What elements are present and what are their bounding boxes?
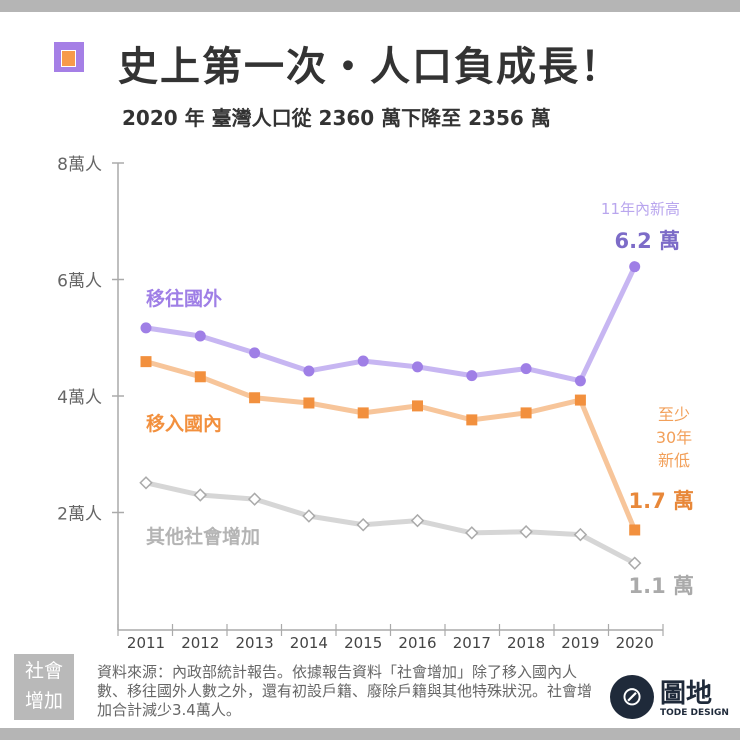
data-point: [573, 527, 588, 542]
page-title: 史上第一次・人口負成長！: [118, 44, 622, 90]
data-point: [574, 394, 586, 406]
footer-label-line: 社會: [24, 660, 63, 682]
data-point: [194, 330, 206, 342]
data-point: [520, 407, 532, 419]
source-note: 資料來源：內政部統計報告。依據報告資料「社會增加」除了移入國內人數、移往國外人數…: [97, 663, 593, 719]
series-line: [145, 359, 638, 531]
top-bar: [0, 0, 740, 12]
annotation-value: 6.2 萬: [614, 229, 680, 253]
data-point: [629, 261, 641, 273]
data-point: [466, 370, 478, 382]
logo-text: 圖地: [660, 679, 713, 709]
annotation: 30年: [656, 428, 692, 447]
series-label: 其他社會增加: [146, 525, 260, 548]
annotation: 至少: [658, 405, 690, 424]
data-point: [629, 524, 641, 536]
data-point: [466, 414, 478, 426]
x-tick-label: 2016: [398, 634, 436, 652]
data-point: [302, 509, 316, 523]
footer-label-line: 增加: [24, 690, 63, 712]
x-tick-label: 2018: [507, 634, 545, 652]
data-point: [139, 476, 153, 490]
title-square-icon: [54, 42, 84, 72]
data-point: [194, 371, 206, 383]
series-label: 移入國內: [146, 412, 222, 435]
annotation-value: 1.1 萬: [628, 574, 694, 598]
series-label: 移往國外: [146, 287, 222, 310]
data-point: [247, 492, 262, 506]
x-tick-label: 2012: [181, 634, 219, 652]
data-point: [412, 361, 423, 373]
data-point: [249, 347, 261, 359]
data-point: [249, 392, 261, 404]
y-tick-label: 8萬人: [57, 155, 102, 175]
data-point: [410, 513, 425, 528]
footer-label-box: 社會 增加: [14, 654, 74, 720]
data-point: [412, 400, 423, 412]
annotation: 新低: [658, 451, 690, 470]
bottom-bar: [0, 728, 740, 740]
data-point: [140, 322, 152, 334]
x-tick-label: 2015: [344, 634, 382, 652]
x-tick-label: 2017: [453, 634, 491, 652]
data-point: [303, 365, 315, 377]
page-subtitle: 2020 年 臺灣人口從 2360 萬下降至 2356 萬: [122, 106, 551, 130]
data-point: [465, 526, 479, 540]
y-tick-label: 2萬人: [57, 505, 102, 525]
data-point: [520, 363, 532, 375]
y-tick-label: 6萬人: [57, 272, 102, 292]
data-point: [627, 556, 642, 570]
data-point: [193, 488, 208, 502]
data-point: [357, 355, 369, 367]
globe-logo-icon: ⊘: [610, 675, 654, 719]
annotation-value: 1.7 萬: [628, 489, 694, 513]
data-point: [519, 525, 533, 539]
data-point: [303, 397, 315, 409]
x-tick-label: 2011: [127, 634, 165, 652]
logo-subtext: TODE DESIGN: [660, 708, 729, 718]
data-point: [356, 518, 370, 532]
x-tick-label: 2013: [236, 634, 274, 652]
data-point: [574, 375, 586, 387]
annotation: 11年內新高: [601, 200, 680, 218]
series-line: [145, 265, 637, 384]
x-tick-label: 2019: [561, 634, 599, 652]
y-tick-label: 4萬人: [57, 388, 102, 408]
x-tick-label: 2020: [616, 634, 654, 652]
data-point: [140, 356, 152, 368]
data-point: [357, 407, 369, 419]
x-tick-label: 2014: [290, 634, 328, 652]
series-line: [145, 480, 636, 566]
